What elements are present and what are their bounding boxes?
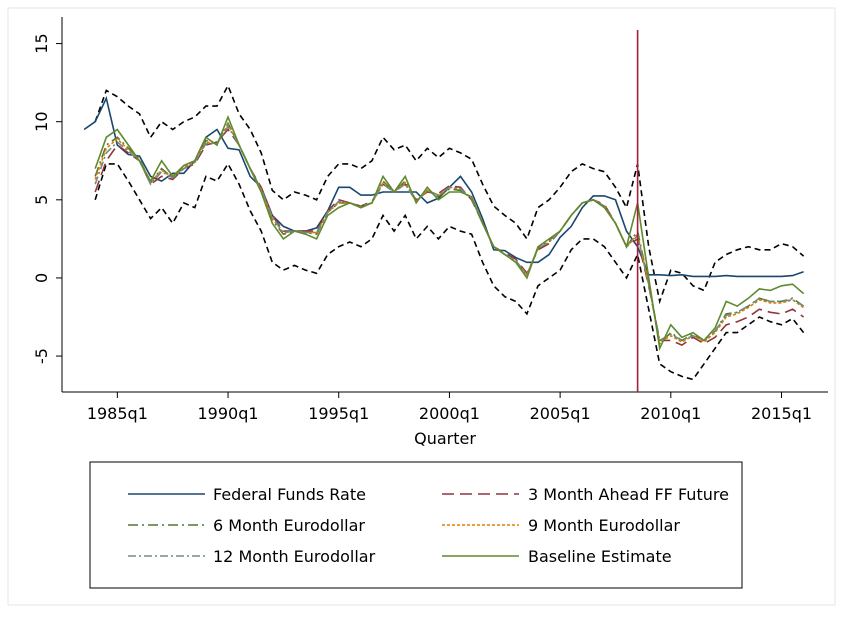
y-tick-label: 0 [32,273,51,283]
x-tick-label: 2015q1 [751,404,812,423]
x-tick-label: 1990q1 [198,404,259,423]
x-tick-label: 2010q1 [640,404,701,423]
x-tick-label: 2000q1 [419,404,480,423]
legend [89,461,743,589]
legend-label: 3 Month Ahead FF Future [528,485,729,504]
y-tick-label: -5 [32,348,51,364]
y-tick-label: 5 [32,195,51,205]
x-tick-label: 2005q1 [530,404,591,423]
series-line [94,83,805,305]
x-axis-title: Quarter [414,429,476,448]
legend-label: Federal Funds Rate [213,485,366,504]
legend-label: Baseline Estimate [528,547,672,566]
series-line [94,162,805,381]
legend-label: 12 Month Eurodollar [213,547,376,566]
legend-label: 6 Month Eurodollar [213,516,365,535]
series-line [94,114,805,351]
legend-label: 9 Month Eurodollar [528,516,680,535]
x-tick-label: 1985q1 [87,404,148,423]
y-tick-label: 10 [32,112,51,132]
series-line [94,124,804,342]
y-tick-label: 15 [32,33,51,53]
x-tick-label: 1995q1 [308,404,369,423]
